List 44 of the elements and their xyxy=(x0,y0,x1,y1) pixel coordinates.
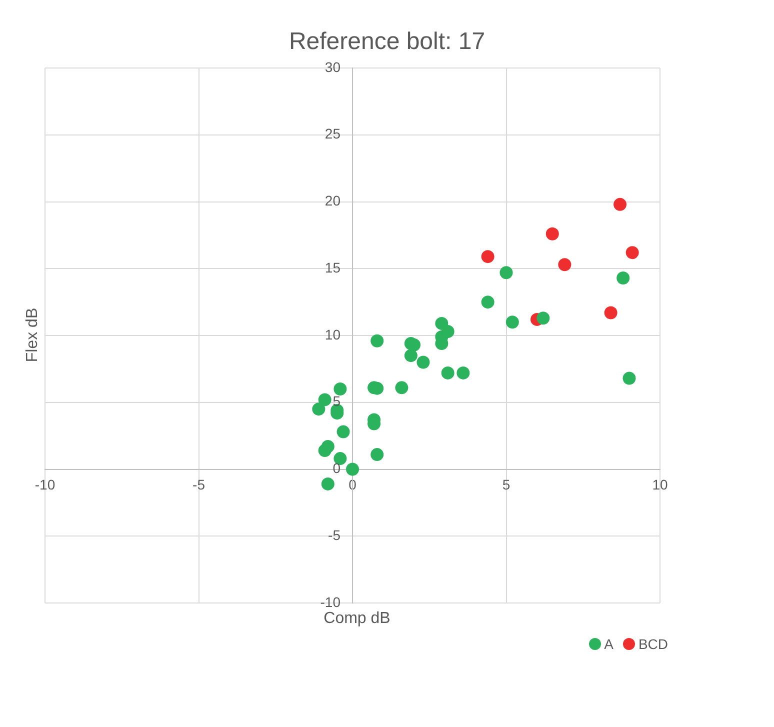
point xyxy=(318,393,332,406)
point xyxy=(312,402,326,416)
point xyxy=(481,250,494,264)
point xyxy=(334,382,347,396)
y-tick-label: 25 xyxy=(324,126,341,142)
point xyxy=(546,227,559,240)
point xyxy=(500,266,513,280)
point xyxy=(616,271,630,284)
x-axis-title: Comp dB xyxy=(324,610,390,628)
legend-label: BCD xyxy=(638,636,668,652)
point xyxy=(622,372,636,385)
x-tick-label: 5 xyxy=(502,476,510,493)
y-tick-label: 10 xyxy=(324,326,341,342)
y-tick-label: 15 xyxy=(324,259,341,276)
y-tick-label: 0 xyxy=(332,460,341,476)
y-tick-label: 30 xyxy=(324,58,341,75)
y-tick-label: -10 xyxy=(320,594,341,610)
x-tick-label: -10 xyxy=(34,476,56,493)
y-axis-title: Flex dB xyxy=(24,308,42,362)
point xyxy=(481,296,494,309)
point xyxy=(318,444,332,458)
point xyxy=(336,425,350,438)
point xyxy=(614,198,627,211)
point xyxy=(441,324,454,338)
x-tick-label: 10 xyxy=(652,476,668,493)
point xyxy=(370,448,384,462)
point xyxy=(441,366,454,380)
point xyxy=(456,366,470,380)
point xyxy=(626,246,639,260)
point xyxy=(395,381,408,394)
point xyxy=(558,258,572,272)
point xyxy=(604,306,618,320)
point xyxy=(321,477,334,490)
point xyxy=(416,356,430,369)
x-tick-label: -5 xyxy=(192,476,206,493)
point xyxy=(536,312,550,325)
point xyxy=(370,334,384,348)
y-tick-label: -5 xyxy=(328,526,341,543)
point xyxy=(404,349,418,362)
chart-title: Reference bolt: 17 xyxy=(288,28,486,56)
point xyxy=(346,462,359,476)
legend-label: A xyxy=(604,636,614,652)
y-tick-label: 20 xyxy=(324,192,341,209)
point xyxy=(506,316,519,329)
